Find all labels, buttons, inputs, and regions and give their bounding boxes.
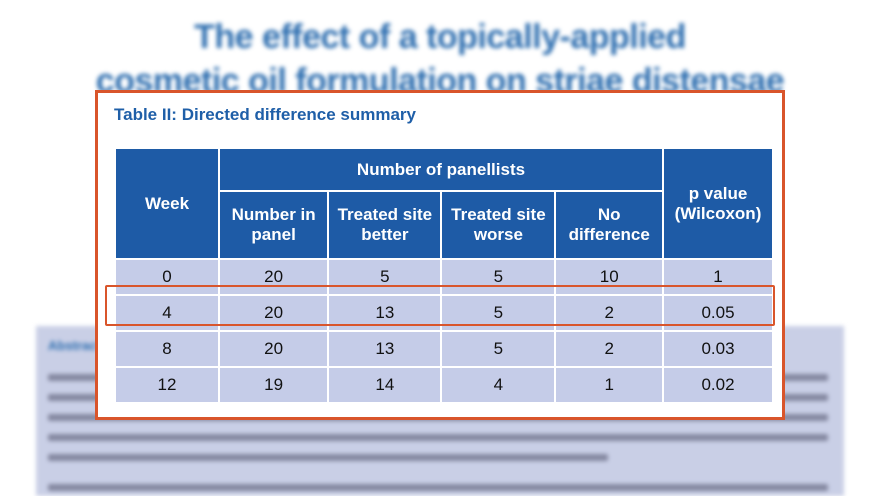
cell-treated-worse: 5 <box>440 330 557 368</box>
cell-p-value: 0.03 <box>662 330 774 368</box>
table-title: Table II: Directed difference summary <box>114 105 417 124</box>
header-p-value: p value (Wilcoxon) <box>662 147 774 260</box>
table-row: 12 19 14 4 1 0.02 <box>114 366 774 404</box>
cell-week: 8 <box>114 330 220 368</box>
cell-number-in-panel: 20 <box>217 330 330 368</box>
header-number-in-panel: Number in panel <box>217 190 330 260</box>
cell-no-difference: 2 <box>554 330 664 368</box>
cell-week: 12 <box>114 366 220 404</box>
table-row: 8 20 13 5 2 0.03 <box>114 330 774 368</box>
cell-no-difference: 10 <box>554 258 664 296</box>
header-treated-better: Treated site better <box>327 190 443 260</box>
header-group: Number of panellists <box>218 147 664 192</box>
background-title-line1: The effect of a topically-applied <box>194 18 686 56</box>
abstract-text-line <box>48 484 828 491</box>
summary-table: Week Number of panellists p value (Wilco… <box>114 147 774 404</box>
cell-treated-better: 13 <box>327 330 443 368</box>
background-side-text <box>790 205 860 300</box>
cell-p-value: 0.02 <box>662 366 774 404</box>
abstract-text-line <box>48 434 828 441</box>
table-frame: Table II: Directed difference summary We… <box>95 90 785 420</box>
cell-no-difference: 1 <box>554 366 664 404</box>
table-row: 0 20 5 5 10 1 <box>114 258 774 296</box>
cell-number-in-panel: 20 <box>217 258 330 296</box>
cell-week: 0 <box>114 258 220 296</box>
cell-treated-worse: 4 <box>440 366 557 404</box>
row-highlight-week-4 <box>105 285 775 326</box>
abstract-heading: Abstract <box>48 338 101 353</box>
cell-treated-worse: 5 <box>440 258 557 296</box>
cell-number-in-panel: 19 <box>217 366 330 404</box>
cell-treated-better: 14 <box>327 366 443 404</box>
cell-p-value: 1 <box>662 258 774 296</box>
header-treated-worse: Treated site worse <box>440 190 557 260</box>
cell-treated-better: 5 <box>327 258 443 296</box>
header-no-difference: No difference <box>554 190 664 260</box>
abstract-text-line <box>48 454 608 461</box>
header-week: Week <box>114 147 220 260</box>
